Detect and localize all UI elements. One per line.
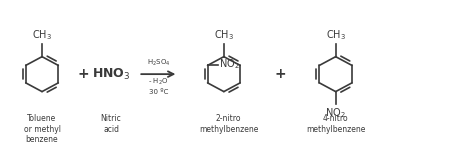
Text: 4-nitro
methylbenzene: 4-nitro methylbenzene xyxy=(306,114,365,134)
Text: - H$_2$O: - H$_2$O xyxy=(148,76,169,87)
Text: Toluene
or methyl
benzene: Toluene or methyl benzene xyxy=(24,114,61,144)
Text: CH$_3$: CH$_3$ xyxy=(326,28,346,42)
Text: H$_2$SO$_4$: H$_2$SO$_4$ xyxy=(146,58,170,68)
Text: NO$_2$: NO$_2$ xyxy=(325,106,346,120)
Text: 2-nitro
methylbenzene: 2-nitro methylbenzene xyxy=(199,114,258,134)
Text: CH$_3$: CH$_3$ xyxy=(32,28,52,42)
Text: Nitric
acid: Nitric acid xyxy=(100,114,121,134)
Text: NO$_2$: NO$_2$ xyxy=(219,58,239,71)
Text: +: + xyxy=(274,67,286,81)
Text: CH$_3$: CH$_3$ xyxy=(214,28,234,42)
Text: +: + xyxy=(77,67,89,81)
Text: HNO$_3$: HNO$_3$ xyxy=(92,67,130,82)
Text: 30 ºC: 30 ºC xyxy=(149,89,168,95)
